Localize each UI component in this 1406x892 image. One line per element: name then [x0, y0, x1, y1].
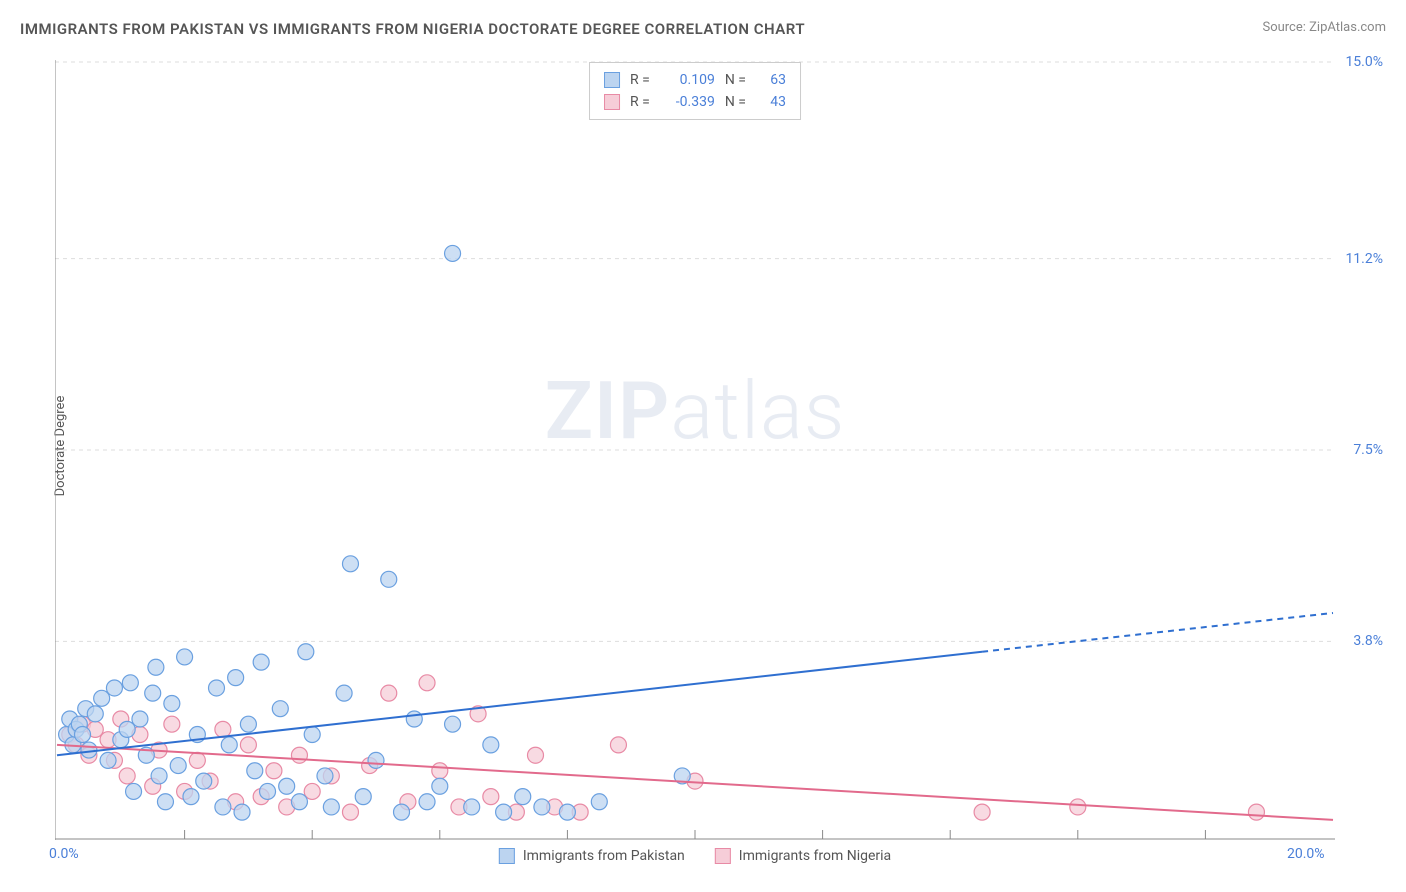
chart-svg	[55, 60, 1335, 840]
y-tick-label: 11.2%	[1345, 251, 1383, 267]
legend-item-pakistan: Immigrants from Pakistan	[499, 848, 685, 864]
x-tick-label: 0.0%	[49, 846, 79, 862]
r-label: R =	[630, 91, 650, 113]
legend-item-nigeria: Immigrants from Nigeria	[715, 848, 891, 864]
r-value-nigeria: -0.339	[660, 91, 715, 113]
chart-plot-area: ZIPatlas R = 0.109 N = 63 R = -0.339 N =…	[55, 60, 1335, 840]
n-value-nigeria: 43	[756, 91, 786, 113]
legend-series: Immigrants from Pakistan Immigrants from…	[499, 848, 891, 864]
y-tick-label: 7.5%	[1353, 442, 1383, 458]
n-value-pakistan: 63	[756, 69, 786, 91]
legend-label-pakistan: Immigrants from Pakistan	[523, 848, 685, 864]
swatch-nigeria	[604, 94, 620, 110]
legend-stats: R = 0.109 N = 63 R = -0.339 N = 43	[589, 62, 801, 120]
x-tick-label: 20.0%	[1287, 846, 1325, 862]
source-attribution: Source: ZipAtlas.com	[1262, 20, 1386, 35]
legend-stats-row-2: R = -0.339 N = 43	[604, 91, 786, 113]
n-label: N =	[725, 91, 746, 113]
swatch-pakistan	[604, 72, 620, 88]
r-label: R =	[630, 69, 650, 91]
legend-label-nigeria: Immigrants from Nigeria	[739, 848, 891, 864]
source-prefix: Source:	[1262, 20, 1309, 35]
chart-title: IMMIGRANTS FROM PAKISTAN VS IMMIGRANTS F…	[20, 20, 805, 38]
legend-stats-row-1: R = 0.109 N = 63	[604, 69, 786, 91]
swatch-pakistan-icon	[499, 848, 515, 864]
n-label: N =	[725, 69, 746, 91]
swatch-nigeria-icon	[715, 848, 731, 864]
source-name: ZipAtlas.com	[1309, 20, 1386, 35]
r-value-pakistan: 0.109	[660, 69, 715, 91]
y-tick-label: 15.0%	[1345, 54, 1383, 70]
y-tick-label: 3.8%	[1353, 633, 1383, 649]
